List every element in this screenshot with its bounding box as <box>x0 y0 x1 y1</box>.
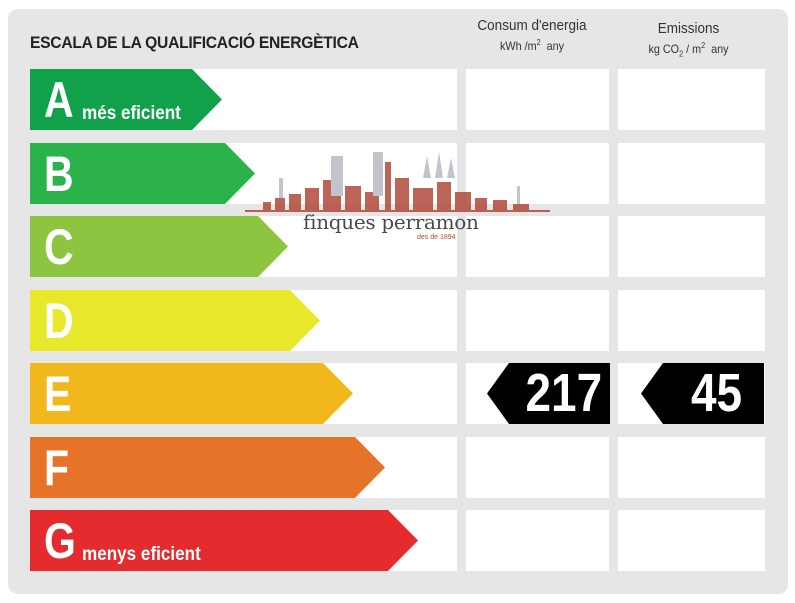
emissions-cell <box>618 437 765 498</box>
rating-letter: E <box>44 366 72 422</box>
emissions-cell <box>618 510 765 571</box>
rating-arrow-shape <box>30 69 222 130</box>
consum-column-header: Consum d'energia kWh /m2 any <box>462 17 602 53</box>
rating-bar-c: C <box>30 216 288 277</box>
skyline-icon <box>245 152 550 212</box>
rating-arrow-shape <box>30 437 385 498</box>
rating-letter: F <box>44 440 70 496</box>
consum-cell <box>466 437 609 498</box>
rating-letter: C <box>44 219 74 275</box>
consum-value-marker: 217 <box>487 363 610 424</box>
watermark-since: des de 1894 <box>417 234 456 241</box>
rating-bar-b: B <box>30 143 255 204</box>
rating-arrow-shape <box>30 216 288 277</box>
consum-arrow-shape <box>487 363 610 424</box>
emissions-label: Emissions <box>657 20 720 37</box>
emissions-cell <box>618 216 765 277</box>
emissions-arrow-shape <box>641 363 764 424</box>
rating-letter: G <box>44 513 76 569</box>
emissions-column-header: Emissions kg CO2 / m2 any <box>616 20 761 58</box>
consum-cell <box>466 143 609 204</box>
rating-letter: D <box>44 293 74 349</box>
emissions-value-marker: 45 <box>641 363 764 424</box>
consum-unit: kWh /m2 any <box>499 38 565 53</box>
rating-arrow-shape <box>30 290 320 351</box>
rating-arrow-shape <box>30 363 353 424</box>
watermark-logo: finques perramon des de 1894 <box>245 148 550 248</box>
rating-arrow-shape <box>30 510 418 571</box>
emissions-cell <box>618 69 765 130</box>
rating-sublabel: menys eficient <box>82 544 201 565</box>
consum-cell <box>466 216 609 277</box>
rating-bar-d: D <box>30 290 320 351</box>
watermark-name: finques perramon <box>303 210 479 234</box>
consum-value: 217 <box>525 363 602 423</box>
consum-cell <box>466 69 609 130</box>
rating-letter: A <box>44 72 74 128</box>
emissions-value: 45 <box>690 363 742 423</box>
rating-sublabel: més eficient <box>82 103 181 124</box>
consum-cell <box>466 510 609 571</box>
page-title: ESCALA DE LA QUALIFICACIÓ ENERGÈTICA <box>30 33 359 52</box>
emissions-unit: kg CO2 / m2 any <box>648 41 729 59</box>
rating-arrow-shape <box>30 143 255 204</box>
rating-letter: B <box>44 146 74 202</box>
consum-cell <box>466 290 609 351</box>
consum-label: Consum d'energia <box>477 17 587 34</box>
emissions-cell <box>618 143 765 204</box>
emissions-cell <box>618 290 765 351</box>
rating-bar-e: E <box>30 363 353 424</box>
rating-bar-f: F <box>30 437 385 498</box>
